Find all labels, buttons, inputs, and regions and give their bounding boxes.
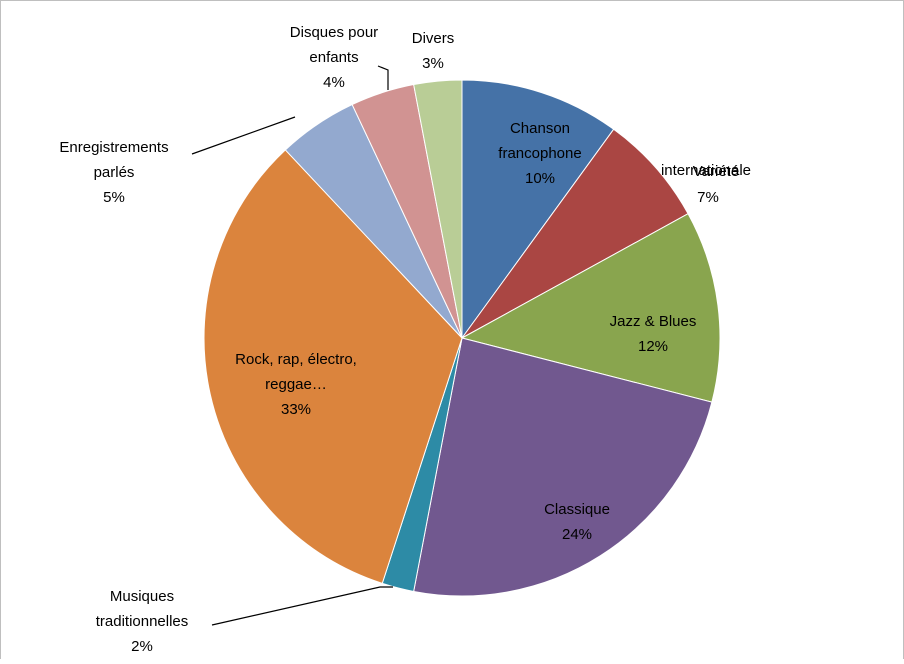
slice-category-label: Enregistrements [59, 139, 168, 156]
slice-category-label: francophone [498, 145, 581, 162]
slice-category-label: Classique [544, 501, 610, 518]
slice-category-label: enfants [309, 49, 358, 66]
slice-category-label: traditionnelles [96, 613, 189, 630]
slice-category-label: Variété [693, 163, 739, 180]
slice-value-label: 24% [562, 526, 592, 543]
slice-category-label: Chanson [510, 120, 570, 137]
slice-value-label: 5% [103, 189, 125, 206]
pie-slice [413, 337, 713, 597]
slice-category-label: Rock, rap, électro, [235, 351, 357, 368]
slice-category-label: internationale [661, 162, 751, 179]
slice-value-label: 7% [697, 189, 719, 206]
slice-value-label: 4% [323, 74, 345, 91]
slice-category-label: Jazz & Blues [610, 313, 697, 330]
slice-value-label: 2% [131, 638, 153, 655]
pie-slice [461, 128, 689, 339]
slice-category-label: Musiques [110, 588, 174, 605]
data-labels-layer: Chanson francophone 10% Variétéinternationa… [59, 24, 751, 655]
leader-line [211, 586, 393, 626]
leader-line [377, 65, 389, 90]
pie-slice [460, 213, 721, 403]
leader-line [191, 116, 296, 155]
slice-category-label: parlés [94, 164, 135, 181]
leader-lines-layer [191, 65, 393, 626]
pie-slice [203, 149, 463, 585]
pie-slice [461, 79, 615, 340]
slice-value-label: 10% [525, 170, 555, 187]
slice-category-label: Divers [412, 30, 455, 47]
slices-layer [203, 79, 721, 597]
slice-value-label: 12% [638, 338, 668, 355]
slice-category-label: reggae… [265, 376, 327, 393]
slice-value-label: 33% [281, 401, 311, 418]
slice-category-label: Disques pour [290, 24, 378, 41]
pie-slice [413, 79, 463, 339]
slice-value-label: 3% [422, 55, 444, 72]
